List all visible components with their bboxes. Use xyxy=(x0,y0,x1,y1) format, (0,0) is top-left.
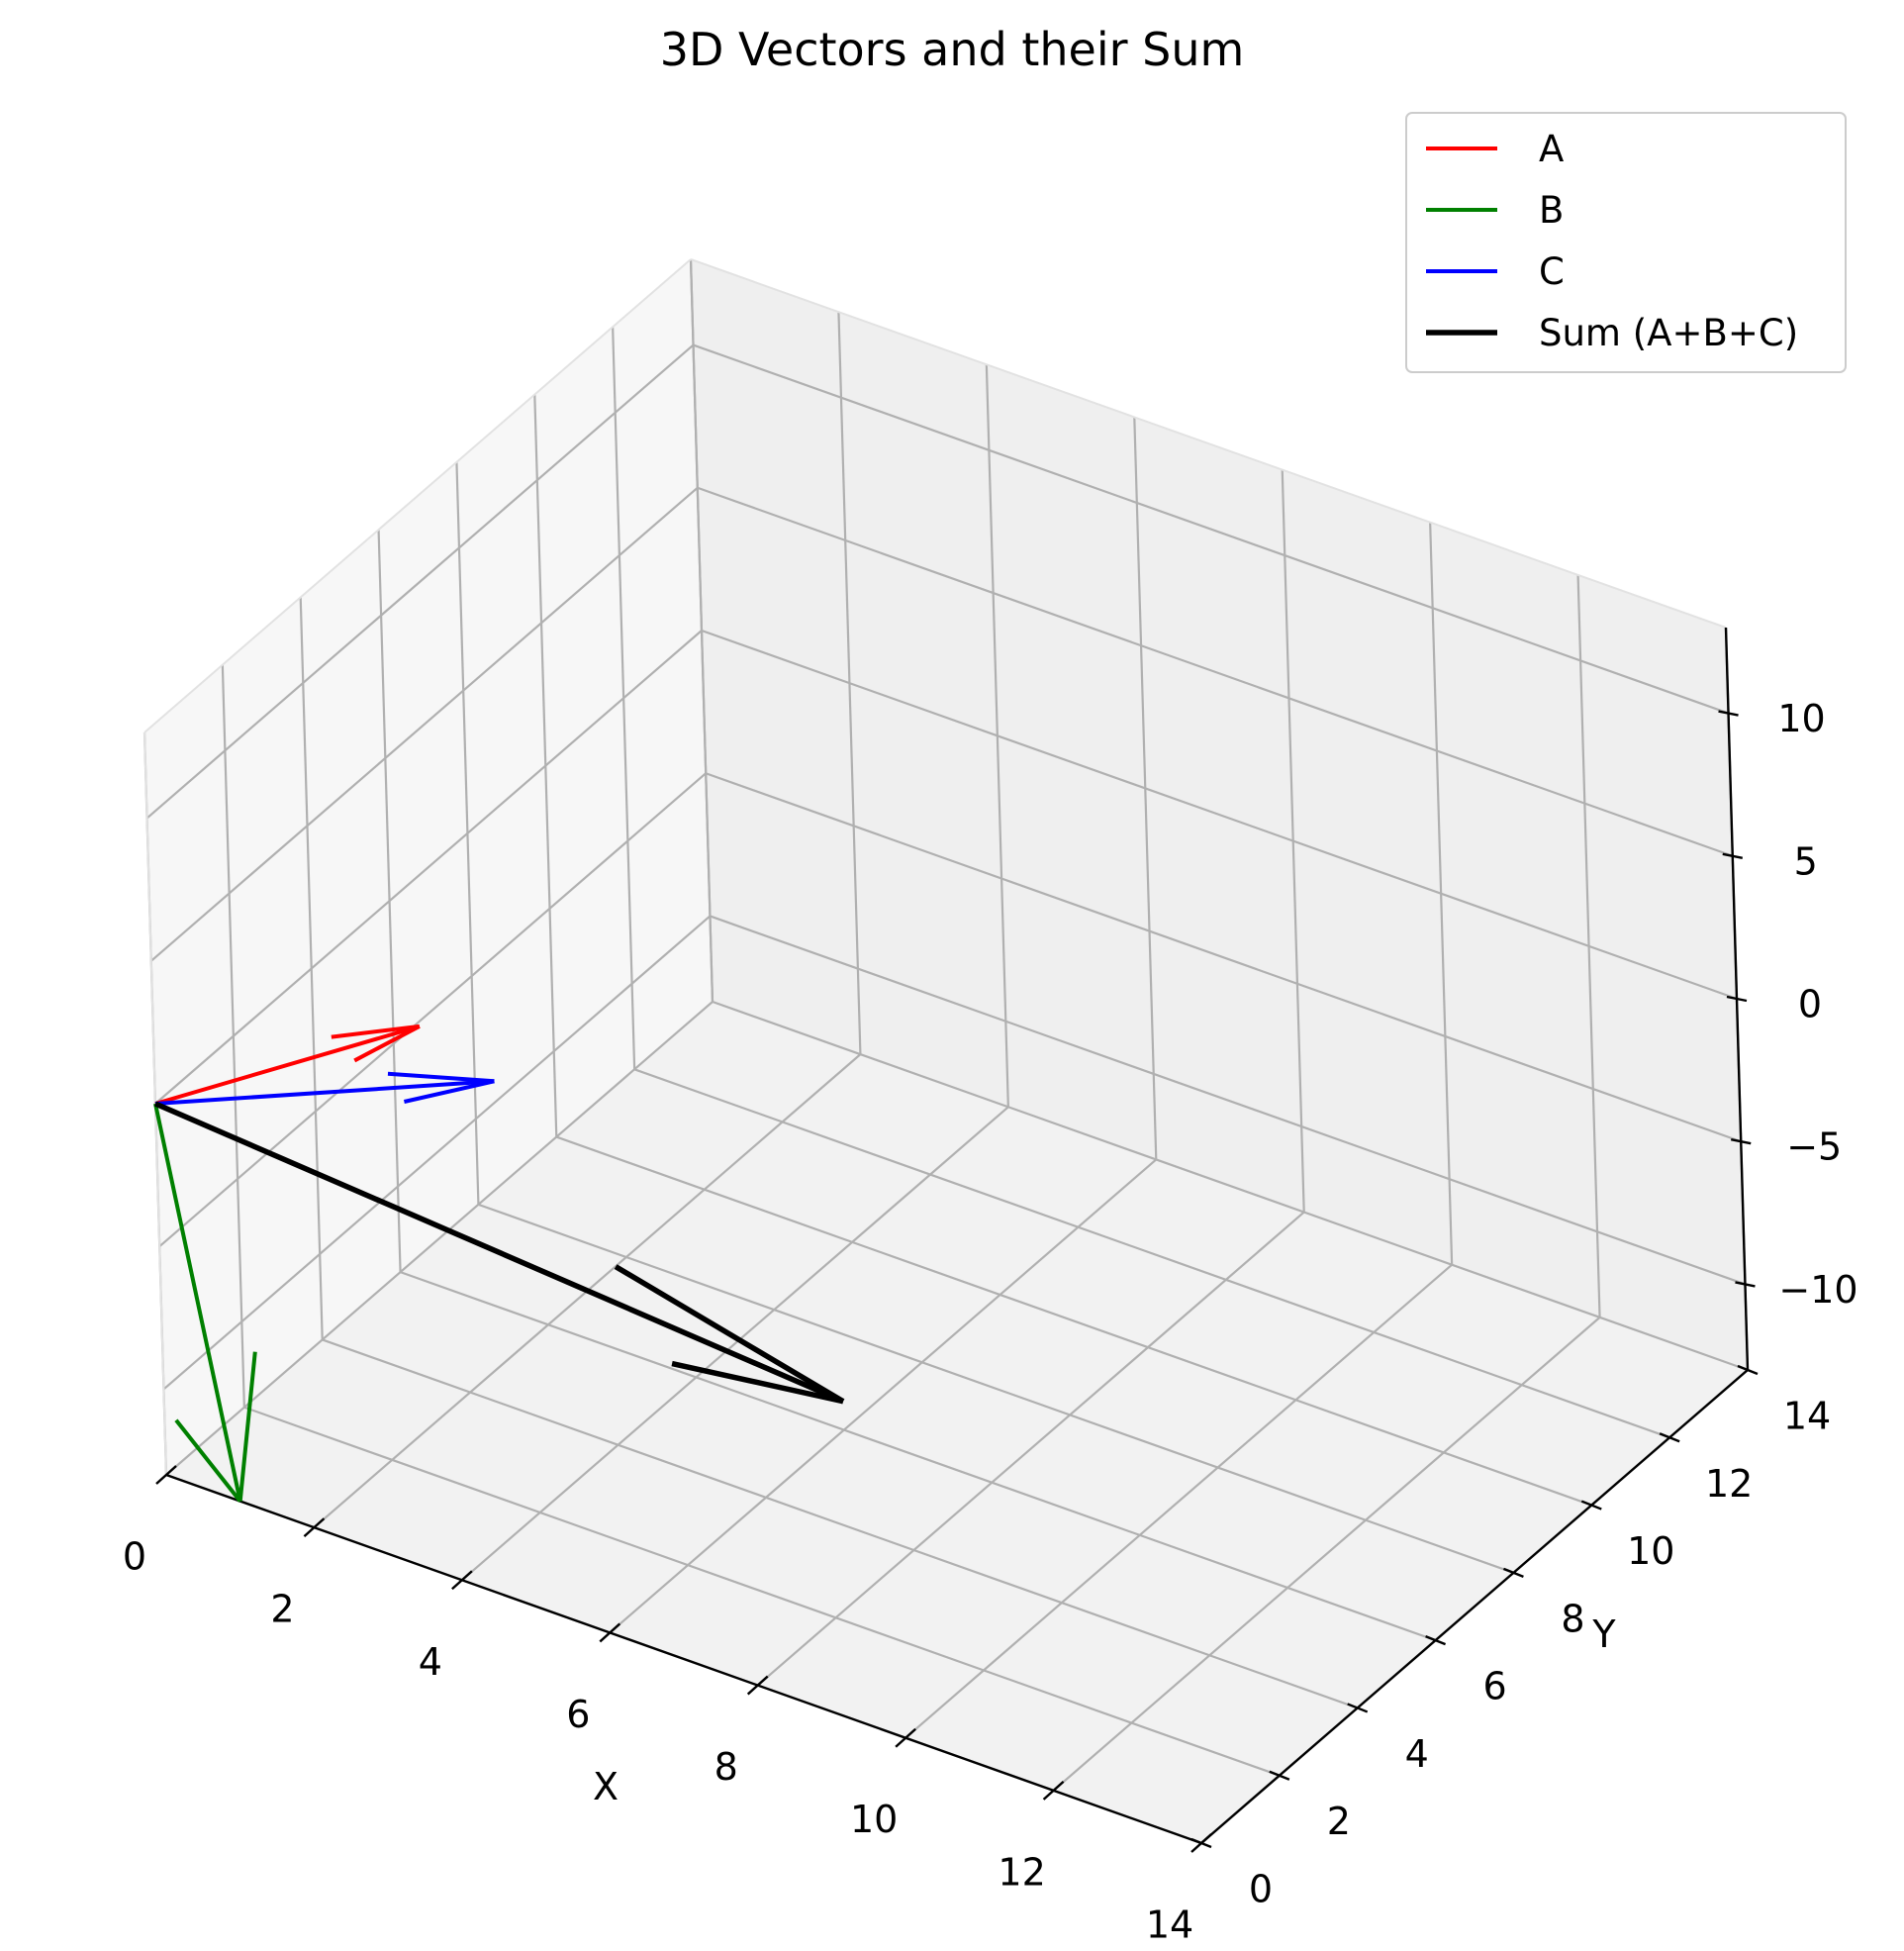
z-tick xyxy=(1722,852,1744,859)
vector-arrowhead xyxy=(614,1264,845,1405)
z-tick-label: 0 xyxy=(1798,983,1822,1026)
grid-line-y-floor xyxy=(555,1135,1592,1507)
grid-lines xyxy=(143,258,1750,1845)
y-tick xyxy=(1347,1703,1369,1713)
pane-edge xyxy=(143,258,692,733)
vector-a xyxy=(154,1024,421,1106)
grid-line-x-floor xyxy=(165,1001,714,1476)
y-tick xyxy=(1190,1837,1212,1849)
vector-arrowhead xyxy=(353,1024,421,1063)
y-tick-label: 4 xyxy=(1405,1732,1429,1776)
vector-series xyxy=(153,1024,845,1503)
z-tick xyxy=(1718,710,1739,717)
grid-line-y-floor xyxy=(322,1338,1359,1709)
vector-shaft xyxy=(154,1079,495,1106)
legend-box xyxy=(1405,112,1847,373)
y-tick-label: 14 xyxy=(1783,1395,1831,1438)
x-axis-line xyxy=(165,1473,1202,1845)
legend: ABC Sum (A+B+C) xyxy=(1405,112,1847,373)
grid-line-z-left xyxy=(154,630,703,1105)
grid-line-z-back xyxy=(693,343,1729,715)
vector-arrowhead xyxy=(387,1071,495,1084)
y-tick-label: 6 xyxy=(1482,1665,1506,1708)
x-tick xyxy=(599,1622,621,1643)
x-axis-label: X xyxy=(593,1765,619,1808)
y-tick xyxy=(1425,1635,1447,1646)
vector-arrowhead xyxy=(238,1351,257,1502)
x-tick xyxy=(895,1727,916,1748)
x-tick-label: 8 xyxy=(714,1745,738,1789)
grid-line-z-back xyxy=(710,915,1746,1286)
grid-line-y-floor xyxy=(712,1000,1749,1372)
vector-shaft xyxy=(153,1101,845,1405)
legend-label: Sum (A+B+C) xyxy=(1539,312,1798,354)
grid-line-x-floor xyxy=(1052,1317,1601,1792)
x-tick-label: 2 xyxy=(270,1588,294,1631)
grid-line-z-left xyxy=(145,343,695,820)
z-tick-label: −10 xyxy=(1778,1268,1857,1312)
tick-labels: 0 2 4 6 8 10 12 14 0 2 4 6 8 10 12 14 −10 −5 0 5 10 xyxy=(123,697,1858,1946)
grid-line-z-back xyxy=(697,486,1734,857)
z-tick xyxy=(1735,1281,1756,1288)
vector-c xyxy=(154,1071,495,1106)
grid-line-z-back xyxy=(701,629,1738,1001)
z-tick-label: 5 xyxy=(1794,839,1818,883)
y-axis-line xyxy=(1200,1369,1749,1844)
z-tick xyxy=(1730,1138,1752,1145)
y-tick-label: 8 xyxy=(1561,1597,1584,1640)
vector-shaft xyxy=(153,1103,242,1502)
y-tick-label: 2 xyxy=(1327,1800,1351,1843)
x-tick-label: 10 xyxy=(850,1798,898,1841)
legend-label: B xyxy=(1539,189,1564,232)
z-tick-label: −5 xyxy=(1786,1125,1842,1169)
floor-pane xyxy=(166,1002,1748,1843)
vector-arrowhead xyxy=(331,1024,421,1039)
y-tick-label: 0 xyxy=(1249,1868,1273,1911)
grid-line-x-floor xyxy=(609,1158,1158,1634)
legend-label: A xyxy=(1539,128,1564,170)
x-tick-label: 12 xyxy=(998,1850,1045,1894)
pane-edge xyxy=(690,258,1727,629)
vector-arrowhead xyxy=(174,1418,242,1503)
axis-lines xyxy=(155,627,1759,1853)
grid-line-z-left xyxy=(158,772,707,1248)
y-tick xyxy=(1580,1500,1602,1511)
grid-line-y-floor xyxy=(243,1406,1281,1777)
grid-line-z-back xyxy=(705,772,1742,1143)
grid-line-x-floor xyxy=(461,1106,1009,1582)
y-tick-label: 10 xyxy=(1627,1529,1674,1573)
vector-arrowhead xyxy=(671,1360,844,1405)
grid-line-x-floor xyxy=(756,1211,1305,1687)
y-tick xyxy=(1659,1432,1680,1443)
vector-sum-a-b-c- xyxy=(153,1101,845,1405)
grid-line-y-floor xyxy=(400,1271,1436,1642)
legend-label: C xyxy=(1539,250,1565,293)
x-tick-label: 0 xyxy=(123,1535,146,1579)
x-tick-label: 4 xyxy=(419,1640,442,1684)
x-tick-label: 6 xyxy=(566,1693,590,1736)
x-tick xyxy=(1042,1780,1065,1801)
y-axis-label: Y xyxy=(1591,1612,1616,1656)
y-tick xyxy=(1269,1770,1290,1781)
chart-title: 3D Vectors and their Sum xyxy=(660,23,1245,76)
grid-line-y-floor xyxy=(478,1203,1514,1574)
x-tick xyxy=(746,1675,769,1696)
y-tick xyxy=(1502,1567,1524,1578)
x-tick-label: 14 xyxy=(1146,1903,1193,1947)
x-tick xyxy=(155,1465,177,1485)
vector-shaft xyxy=(154,1024,421,1106)
grid-line-z-left xyxy=(150,486,699,962)
z-tick-label: 10 xyxy=(1777,697,1825,740)
grid-line-x-floor xyxy=(904,1263,1453,1739)
vector-b xyxy=(153,1103,257,1503)
vector-arrowhead xyxy=(403,1079,495,1104)
y-tick xyxy=(1737,1364,1759,1376)
grid-line-z-left xyxy=(162,915,712,1391)
y-tick-label: 12 xyxy=(1705,1462,1753,1506)
x-tick xyxy=(303,1517,326,1538)
x-tick xyxy=(451,1570,473,1591)
grid-line-y-floor xyxy=(633,1068,1670,1439)
z-tick xyxy=(1726,995,1748,1003)
